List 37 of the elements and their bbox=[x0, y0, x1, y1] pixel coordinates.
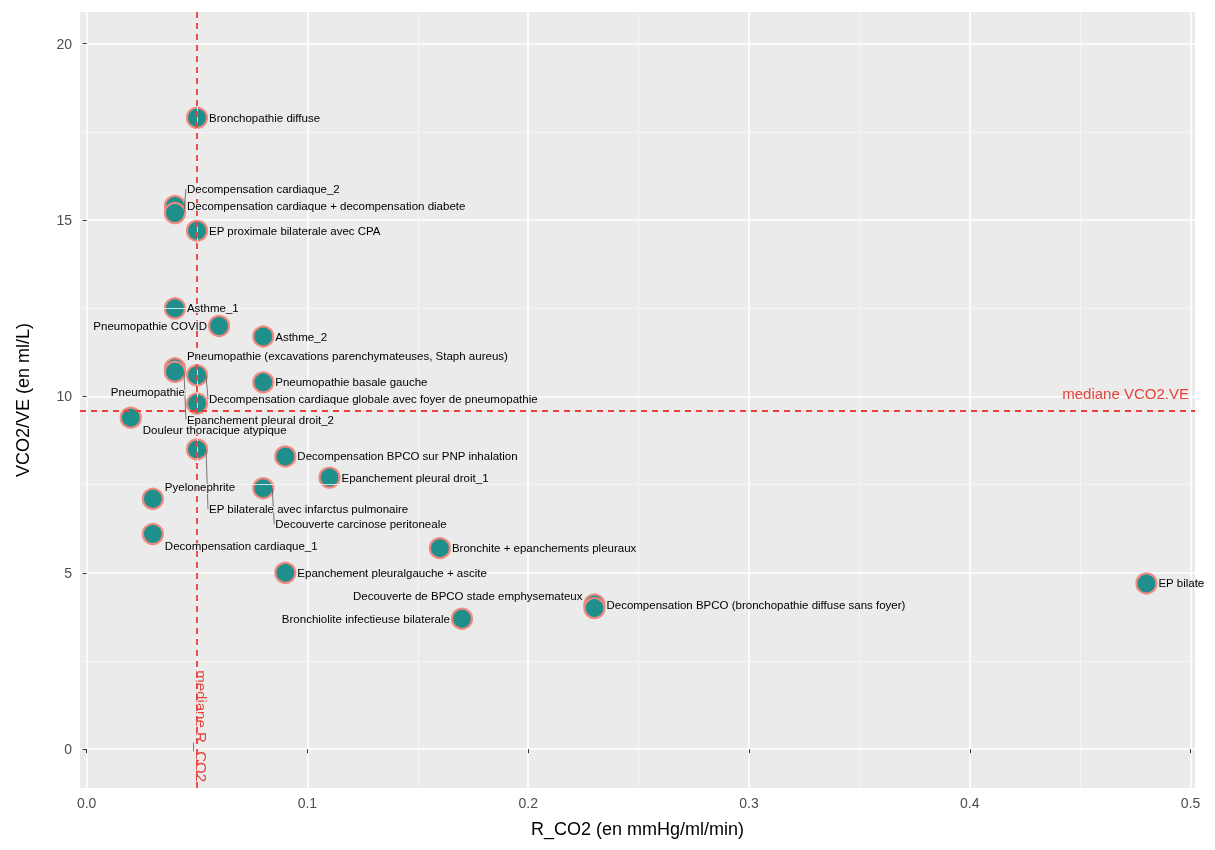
annotation: Bronchite + epanchements pleuraux bbox=[451, 542, 637, 555]
annotation: Decompensation cardiaque globale avec foyer de pneumopathie bbox=[209, 393, 538, 406]
y-tick-label: 20 bbox=[56, 35, 73, 52]
y-tick-label: 15 bbox=[56, 212, 73, 229]
x-tick-label: 0.3 bbox=[739, 795, 759, 811]
annotation: Epanchement pleural droit_1 bbox=[341, 471, 489, 484]
annotation: Decompensation BPCO (bronchopathie diffuse sans foyer) bbox=[606, 598, 906, 611]
annotation: Epanchement pleuralgauche + ascite bbox=[297, 566, 487, 579]
annotation: Decompensation cardiaque_1 bbox=[164, 540, 318, 553]
annotation: EP bilate bbox=[1158, 577, 1205, 590]
x-tick-label: 0.2 bbox=[518, 795, 539, 811]
annotation: Decompensation BPCO sur PNP inhalation bbox=[297, 450, 518, 463]
annotation: Pneumopathie bbox=[110, 385, 186, 398]
annotation: EP bilaterale avec infarctus pulmonaire bbox=[209, 503, 409, 516]
annotation: Pneumopathie basale gauche bbox=[275, 376, 428, 389]
x-axis-title: R_CO2 (en mmHg/ml/min) bbox=[530, 819, 745, 840]
y-tick-label: 10 bbox=[56, 388, 73, 405]
annotation: EP proximale bilaterale avec CPA bbox=[209, 224, 381, 237]
annotation: Pneumopathie (excavations parenchymateuses, Staph aureus) bbox=[186, 350, 509, 363]
annotation: Asthme_1 bbox=[186, 302, 239, 315]
y-axis-title: VCO2/VE (en ml/L) bbox=[13, 322, 33, 478]
annotation: Pyelonephrite bbox=[164, 480, 236, 493]
ref-line-label: mediane VCO2.VE bbox=[1062, 384, 1189, 402]
annotation: Pneumopathie COVID bbox=[93, 319, 208, 332]
annotation: Decouverte carcinose peritoneale bbox=[275, 518, 447, 531]
y-tick-label: 5 bbox=[64, 564, 73, 581]
x-tick-label: 0.5 bbox=[1180, 795, 1201, 811]
annotation: Decompensation cardiaque + decompensation diabete bbox=[186, 200, 466, 212]
annotation: Bronchiolite infectieuse bilaterale bbox=[281, 612, 450, 625]
x-tick-label: 0.1 bbox=[297, 795, 318, 811]
x-tick-label: 0.0 bbox=[76, 795, 97, 811]
x-tick-label: 0.4 bbox=[960, 795, 980, 811]
annotation: Asthme_2 bbox=[275, 330, 328, 343]
annotation: Decompensation cardiaque_2 bbox=[186, 183, 340, 196]
y-tick-label: 0 bbox=[64, 741, 73, 758]
annotation: Decouverte de BPCO stade emphysemateux bbox=[352, 590, 583, 603]
annotation: Bronchopathie diffuse bbox=[209, 111, 321, 124]
